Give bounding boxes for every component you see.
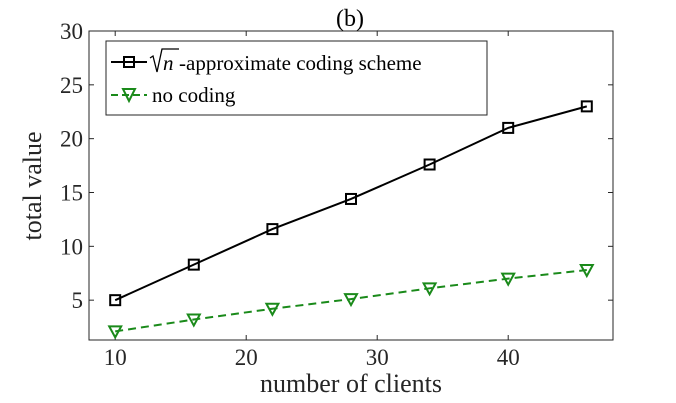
legend-label-var: n	[163, 51, 174, 75]
data-point-series-0	[580, 100, 593, 113]
x-tick-label: 20	[235, 345, 258, 370]
data-point-series-1	[579, 264, 595, 279]
legend-label-nocoding: no coding	[152, 83, 236, 107]
legend-marker-triangle	[121, 88, 137, 104]
data-point-series-1	[343, 293, 359, 308]
x-tick-label: 30	[366, 345, 389, 370]
legend-label-coding: -approximate coding scheme	[179, 51, 422, 75]
plot-area-frame	[88, 30, 614, 341]
data-point-series-1	[500, 272, 516, 287]
chart-title: (b)	[336, 6, 364, 32]
legend: n -approximate coding scheme no coding	[105, 40, 488, 116]
data-point-series-0	[187, 258, 200, 271]
data-point-series-1	[107, 325, 123, 340]
data-point-series-0	[423, 158, 436, 171]
x-tick-label: 40	[497, 345, 520, 370]
sqrt-radical-icon	[149, 48, 179, 73]
y-tick-label: 30	[60, 19, 83, 44]
y-tick-label: 15	[60, 180, 83, 205]
legend-marker-square	[123, 56, 135, 68]
y-tick-label: 25	[60, 73, 83, 98]
data-point-series-0	[266, 223, 279, 236]
data-point-series-0	[345, 192, 357, 205]
x-tick-label: 10	[104, 345, 127, 370]
series-line-0	[114, 105, 588, 302]
x-axis-title: number of clients	[260, 369, 442, 398]
y-tick-label: 5	[72, 288, 84, 313]
data-point-series-1	[421, 282, 438, 297]
data-point-series-1	[186, 313, 202, 328]
series-line-1	[115, 269, 587, 333]
data-point-series-0	[502, 121, 515, 134]
series-group	[107, 100, 595, 340]
data-point-series-0	[109, 294, 122, 307]
y-axis-title: total value	[18, 131, 47, 240]
axis-ticks: 10 20 30 40 5 10 15 20 25 30	[60, 19, 613, 370]
data-point-series-1	[264, 302, 281, 317]
legend-box	[105, 40, 488, 116]
y-tick-label: 10	[60, 234, 83, 259]
y-tick-label: 20	[60, 127, 83, 152]
